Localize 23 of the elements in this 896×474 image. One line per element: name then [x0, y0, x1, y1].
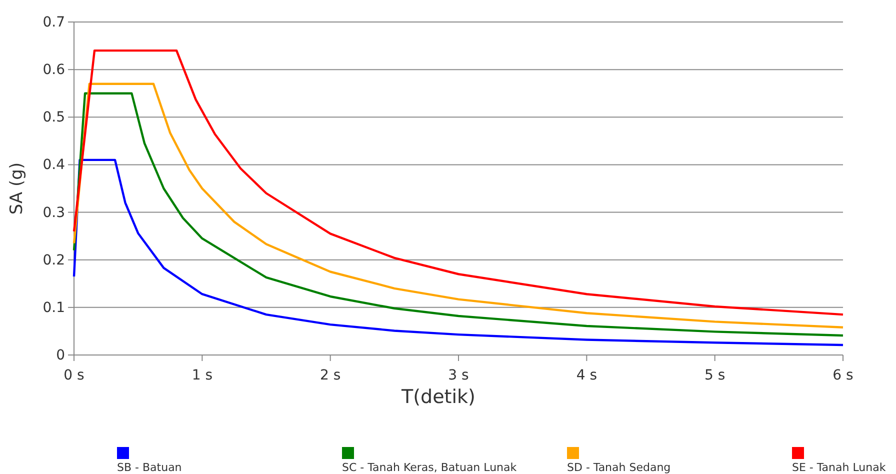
- y-axis-title: SA (g): [7, 162, 27, 215]
- y-tick-label: 0.3: [42, 204, 65, 221]
- y-tick-label: 0.1: [42, 300, 65, 316]
- x-tick-label: 5 s: [704, 367, 726, 384]
- legend-label: SC - Tanah Keras, Batuan Lunak: [342, 461, 518, 474]
- legend-label: SB - Batuan: [117, 461, 182, 474]
- y-tick-label: 0.2: [42, 252, 65, 268]
- x-tick-label: 3 s: [448, 367, 469, 384]
- y-tick-label: 0.6: [42, 62, 66, 78]
- y-tick-label: 0: [56, 347, 65, 364]
- line-series: [72, 49, 844, 316]
- x-tick-label: 1 s: [192, 367, 212, 384]
- y-tick-label: 0.5: [42, 110, 65, 126]
- line-series: [72, 158, 844, 346]
- legend-label: SE - Tanah Lunak: [792, 461, 886, 474]
- x-tick-label: 6 s: [832, 367, 854, 384]
- y-tick-label: 0.7: [42, 14, 65, 30]
- x-tick-label: 0 s: [64, 367, 84, 384]
- x-axis-title: T(detik): [400, 386, 476, 408]
- legend-label: SD - Tanah Sedang: [567, 461, 671, 474]
- y-tick-label: 0.4: [42, 157, 66, 174]
- x-tick-label: 2 s: [320, 367, 341, 384]
- x-tick-label: 4 s: [576, 367, 597, 384]
